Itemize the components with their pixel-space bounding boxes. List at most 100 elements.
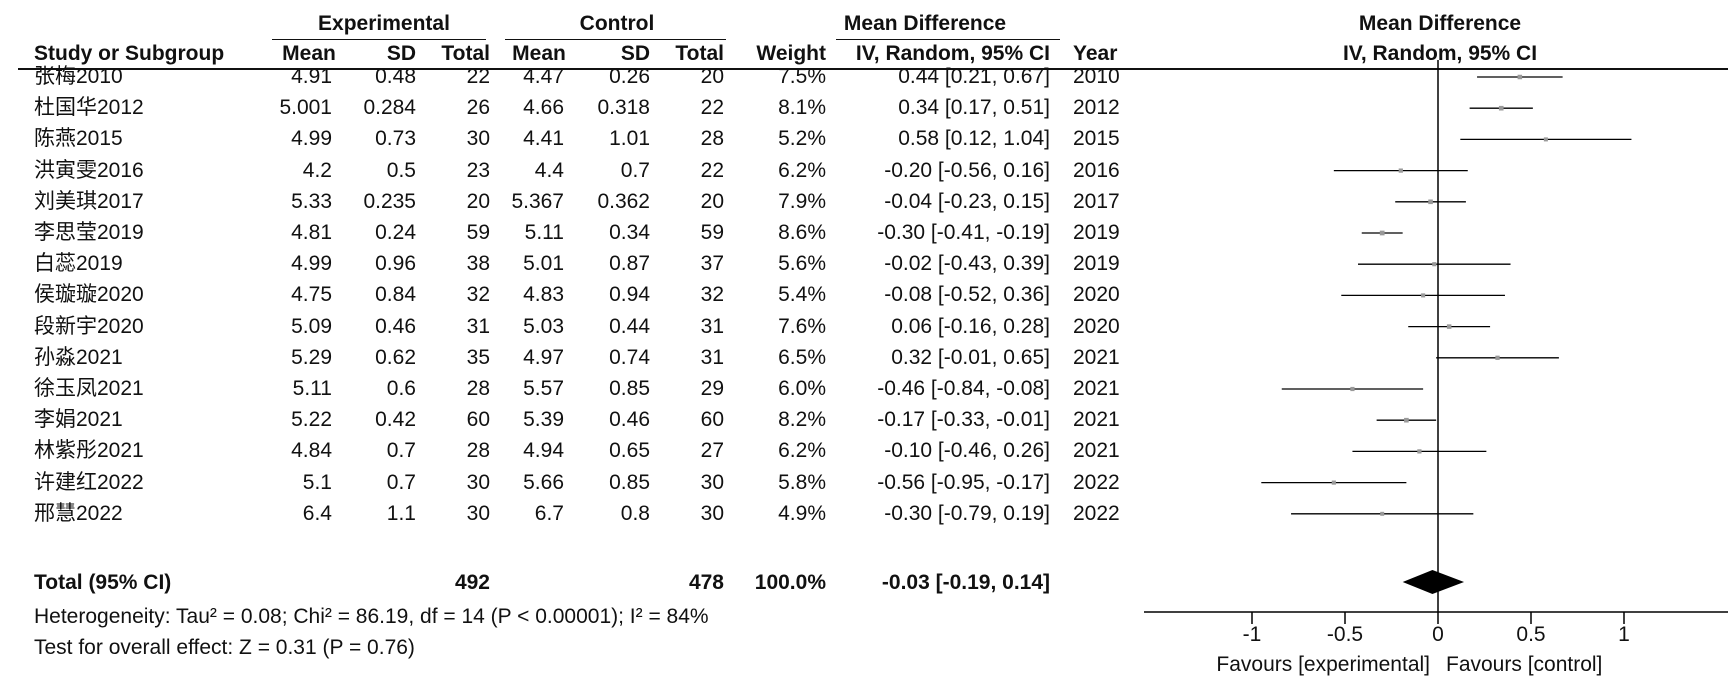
exp-sd: 0.84 <box>375 283 416 307</box>
weight: 5.8% <box>778 470 826 494</box>
ci: 0.58 [0.12, 1.04] <box>898 127 1050 151</box>
ctrl-sd: 0.94 <box>609 283 650 307</box>
exp-total: 38 <box>466 252 490 276</box>
year: 2019 <box>1073 252 1120 276</box>
weight: 7.6% <box>778 314 826 338</box>
exp-total: 32 <box>466 283 490 307</box>
ctrl-mean: 5.11 <box>524 221 564 244</box>
ctrl-sd: 0.65 <box>609 439 650 463</box>
year: 2012 <box>1073 96 1120 120</box>
x-tick-label: 0 <box>1432 623 1444 646</box>
year: 2021 <box>1073 408 1120 432</box>
experimental-header: Experimental <box>318 12 450 35</box>
study-name: 侯璇璇2020 <box>34 283 144 307</box>
weight: 6.2% <box>778 158 826 182</box>
exp-mean: 4.91 <box>291 65 332 88</box>
ctrl-total: 22 <box>700 96 724 120</box>
exp-total: 26 <box>466 96 490 120</box>
study-name: 许建红2022 <box>34 470 144 494</box>
ci: -0.10 [-0.46, 0.26] <box>884 439 1050 463</box>
exp-total: 30 <box>466 501 490 525</box>
ctrl-sd: 0.7 <box>620 158 650 182</box>
weight: 4.9% <box>778 501 826 525</box>
study-column-header: Study or Subgroup <box>34 42 225 65</box>
year: 2021 <box>1073 377 1120 400</box>
exp-total: 30 <box>466 127 490 151</box>
ci: -0.20 [-0.56, 0.16] <box>884 158 1050 182</box>
exp-mean: 5.09 <box>291 314 332 338</box>
point-estimate <box>1398 168 1403 173</box>
ctrl-sd: 0.34 <box>609 221 650 244</box>
weight: 7.9% <box>778 189 826 213</box>
point-estimate <box>1417 449 1422 454</box>
year: 2020 <box>1073 283 1120 307</box>
study-name: 李思莹2019 <box>34 221 144 244</box>
x-tick-label: -0.5 <box>1327 623 1363 646</box>
ctrl-total: 29 <box>700 377 724 400</box>
total-weight: 100.0% <box>754 571 826 594</box>
exp-mean: 4.2 <box>302 158 332 182</box>
total-ctrl-n: 478 <box>688 571 724 594</box>
exp-total: 28 <box>466 377 490 400</box>
ctrl-total: 37 <box>700 252 724 276</box>
weight: 8.2% <box>778 408 826 432</box>
ctrl-sd: 0.74 <box>609 345 650 369</box>
ctrl-total: 20 <box>700 189 724 213</box>
method-plot-header: IV, Random, 95% CI <box>1342 42 1538 65</box>
ctrl-total: 32 <box>700 283 724 307</box>
ctrl-total: 31 <box>700 314 724 338</box>
exp-total: 28 <box>466 439 490 463</box>
point-estimate <box>1543 137 1548 142</box>
study-name: 林紫彤2021 <box>34 439 144 463</box>
exp-mean: 5.11 <box>292 377 332 400</box>
x-tick-label: 1 <box>1618 623 1630 646</box>
ctrl-total: 60 <box>700 408 724 432</box>
experimental-underline <box>272 39 486 40</box>
study-name: 李娟2021 <box>34 408 123 432</box>
exp-mean: 4.99 <box>291 252 332 276</box>
exp-sd: 0.42 <box>375 408 416 432</box>
study-name: 刘美琪2017 <box>34 189 144 213</box>
ctrl-mean: 5.367 <box>511 189 564 213</box>
point-estimate <box>1379 230 1385 236</box>
exp-mean: 5.22 <box>291 408 332 432</box>
year: 2016 <box>1073 158 1120 182</box>
ci: -0.17 [-0.33, -0.01] <box>877 408 1050 432</box>
ctrl-mean: 4.83 <box>523 283 564 307</box>
point-estimate <box>1498 105 1504 111</box>
year-header: Year <box>1073 42 1118 65</box>
mean-difference-table-header: Mean Difference <box>843 12 1007 35</box>
ctrl-total-header: Total <box>675 42 724 65</box>
exp-mean: 5.1 <box>302 470 332 494</box>
ctrl-sd: 0.8 <box>620 501 650 525</box>
ctrl-total: 28 <box>700 127 724 151</box>
exp-sd: 1.1 <box>386 501 416 525</box>
weight-header: Weight <box>756 42 826 65</box>
ctrl-mean: 5.01 <box>523 252 564 276</box>
exp-total-header: Total <box>441 42 490 65</box>
pooled-diamond <box>1402 570 1465 594</box>
ctrl-mean: 4.41 <box>523 127 564 151</box>
ctrl-mean: 5.66 <box>523 470 564 494</box>
weight: 5.2% <box>778 127 826 151</box>
mean-difference-underline <box>836 39 1060 40</box>
exp-total: 59 <box>466 221 490 244</box>
ctrl-mean: 4.97 <box>523 345 564 369</box>
point-estimate <box>1446 324 1452 329</box>
ctrl-mean-header: Mean <box>512 42 566 65</box>
mean-difference-plot-header: Mean Difference <box>1358 12 1522 35</box>
weight: 8.1% <box>778 96 826 120</box>
ctrl-mean: 5.03 <box>523 314 564 338</box>
exp-sd: 0.284 <box>363 96 416 120</box>
ci: -0.30 [-0.41, -0.19] <box>877 221 1050 244</box>
exp-sd: 0.46 <box>375 314 416 338</box>
ci: 0.44 [0.21, 0.67] <box>898 65 1050 88</box>
favours-experimental-label: Favours [experimental] <box>1216 653 1430 676</box>
ctrl-sd-header: SD <box>620 42 650 65</box>
ctrl-total: 27 <box>700 439 724 463</box>
ci: -0.02 [-0.43, 0.39] <box>884 252 1050 276</box>
point-estimate <box>1495 355 1500 360</box>
year: 2021 <box>1073 345 1120 369</box>
x-tick-label: -1 <box>1243 623 1262 646</box>
